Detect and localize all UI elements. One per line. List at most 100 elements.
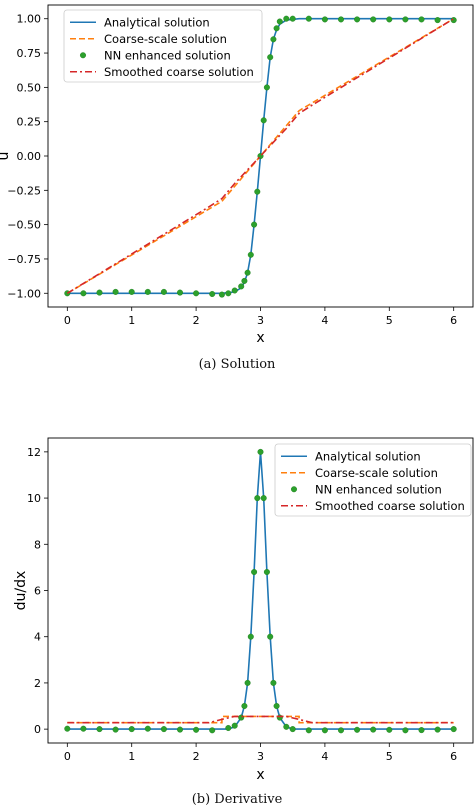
y-tick-label: 0.25: [17, 116, 42, 129]
nn-point: [270, 679, 277, 686]
nn-point: [434, 17, 441, 24]
nn-point: [370, 726, 377, 733]
legend-box: [274, 443, 472, 517]
legend-label: Smoothed coarse solution: [315, 499, 465, 513]
y-tick-label: −0.50: [7, 219, 41, 232]
x-tick-label: 6: [450, 314, 457, 327]
nn-point: [244, 679, 251, 686]
legend-label: NN enhanced solution: [104, 48, 231, 62]
y-tick-label: 0.00: [17, 150, 42, 163]
coarse-series-line: [67, 715, 454, 724]
y-tick-label: −0.75: [7, 253, 41, 266]
nn-point: [260, 495, 267, 502]
legend-box: [63, 9, 263, 83]
caption-derivative: (b) Derivative: [191, 792, 283, 807]
nn-point: [128, 288, 135, 295]
nn-point: [386, 16, 393, 23]
x-tick-label: 5: [386, 314, 393, 327]
legend-label: Coarse-scale solution: [104, 32, 227, 46]
x-tick-label: 0: [64, 750, 71, 763]
nn-point: [354, 16, 361, 23]
nn-point: [321, 727, 328, 734]
legend-marker-nn: [291, 486, 298, 493]
y-tick-label: 1.00: [17, 13, 42, 26]
nn-point: [176, 726, 183, 733]
nn-point: [231, 287, 238, 294]
nn-point: [247, 633, 254, 640]
nn-point: [225, 725, 232, 732]
nn-point: [338, 16, 345, 23]
nn-point: [263, 84, 270, 91]
nn-point: [144, 725, 151, 732]
x-tick-label: 2: [193, 314, 200, 327]
legend-label: Coarse-scale solution: [315, 466, 438, 480]
nn-point: [338, 727, 345, 734]
y-tick-label: 10: [27, 492, 41, 505]
nn-point: [244, 269, 251, 276]
nn-markers: [64, 448, 457, 734]
nn-point: [263, 569, 270, 576]
x-tick-label: 2: [193, 750, 200, 763]
nn-point: [238, 283, 245, 290]
y-tick-label: 4: [34, 631, 41, 644]
x-tick-label: 3: [257, 314, 264, 327]
caption-solution: (a) Solution: [198, 357, 276, 372]
nn-point: [450, 726, 457, 733]
nn-point: [241, 277, 248, 284]
nn-point: [231, 722, 238, 729]
y-tick-label: 8: [34, 538, 41, 551]
x-tick-label: 3: [257, 750, 264, 763]
nn-point: [96, 726, 103, 733]
nn-markers: [64, 15, 457, 298]
nn-point: [128, 726, 135, 733]
nn-point: [254, 495, 261, 502]
x-tick-label: 4: [321, 750, 328, 763]
nn-point: [160, 288, 167, 295]
y-tick-label: 0.50: [17, 81, 42, 94]
nn-point: [225, 290, 232, 297]
y-tick-label: 0.75: [17, 47, 42, 60]
nn-point: [370, 16, 377, 23]
legend-marker-nn: [79, 52, 86, 59]
nn-point: [418, 727, 425, 734]
nn-point: [305, 15, 312, 22]
nn-point: [254, 188, 261, 195]
smoothed-series-line: [67, 715, 454, 724]
x-tick-label: 6: [450, 750, 457, 763]
nn-point: [434, 726, 441, 733]
nn-point: [260, 117, 267, 124]
nn-point: [176, 289, 183, 296]
y-tick-label: −1.00: [7, 287, 41, 300]
nn-point: [80, 290, 87, 297]
legend: Analytical solution Coarse-scale solution…: [274, 443, 472, 517]
legend-label: NN enhanced solution: [315, 482, 442, 496]
y-tick-label: 6: [34, 585, 41, 598]
nn-point: [276, 18, 283, 25]
x-tick-label: 1: [128, 314, 135, 327]
y-axis-label: u: [0, 152, 12, 161]
x-axis-label: x: [256, 330, 264, 346]
nn-point: [112, 726, 119, 733]
nn-point: [160, 726, 167, 733]
nn-point: [193, 726, 200, 733]
x-tick-label: 0: [64, 314, 71, 327]
legend-label: Analytical solution: [104, 15, 210, 29]
nn-point: [321, 16, 328, 23]
nn-point: [209, 291, 216, 298]
nn-point: [267, 633, 274, 640]
y-axis-label: du/dx: [13, 571, 29, 611]
nn-point: [289, 15, 296, 22]
nn-point: [402, 727, 409, 734]
nn-point: [144, 288, 151, 295]
x-tick-label: 4: [321, 314, 328, 327]
nn-point: [64, 725, 71, 732]
nn-point: [305, 727, 312, 734]
y-tick-label: 12: [27, 446, 41, 459]
nn-point: [267, 54, 274, 61]
nn-point: [273, 703, 280, 710]
nn-point: [251, 569, 258, 576]
nn-point: [273, 25, 280, 32]
legend: Analytical solution Coarse-scale solution…: [63, 9, 263, 83]
nn-point: [193, 290, 200, 297]
